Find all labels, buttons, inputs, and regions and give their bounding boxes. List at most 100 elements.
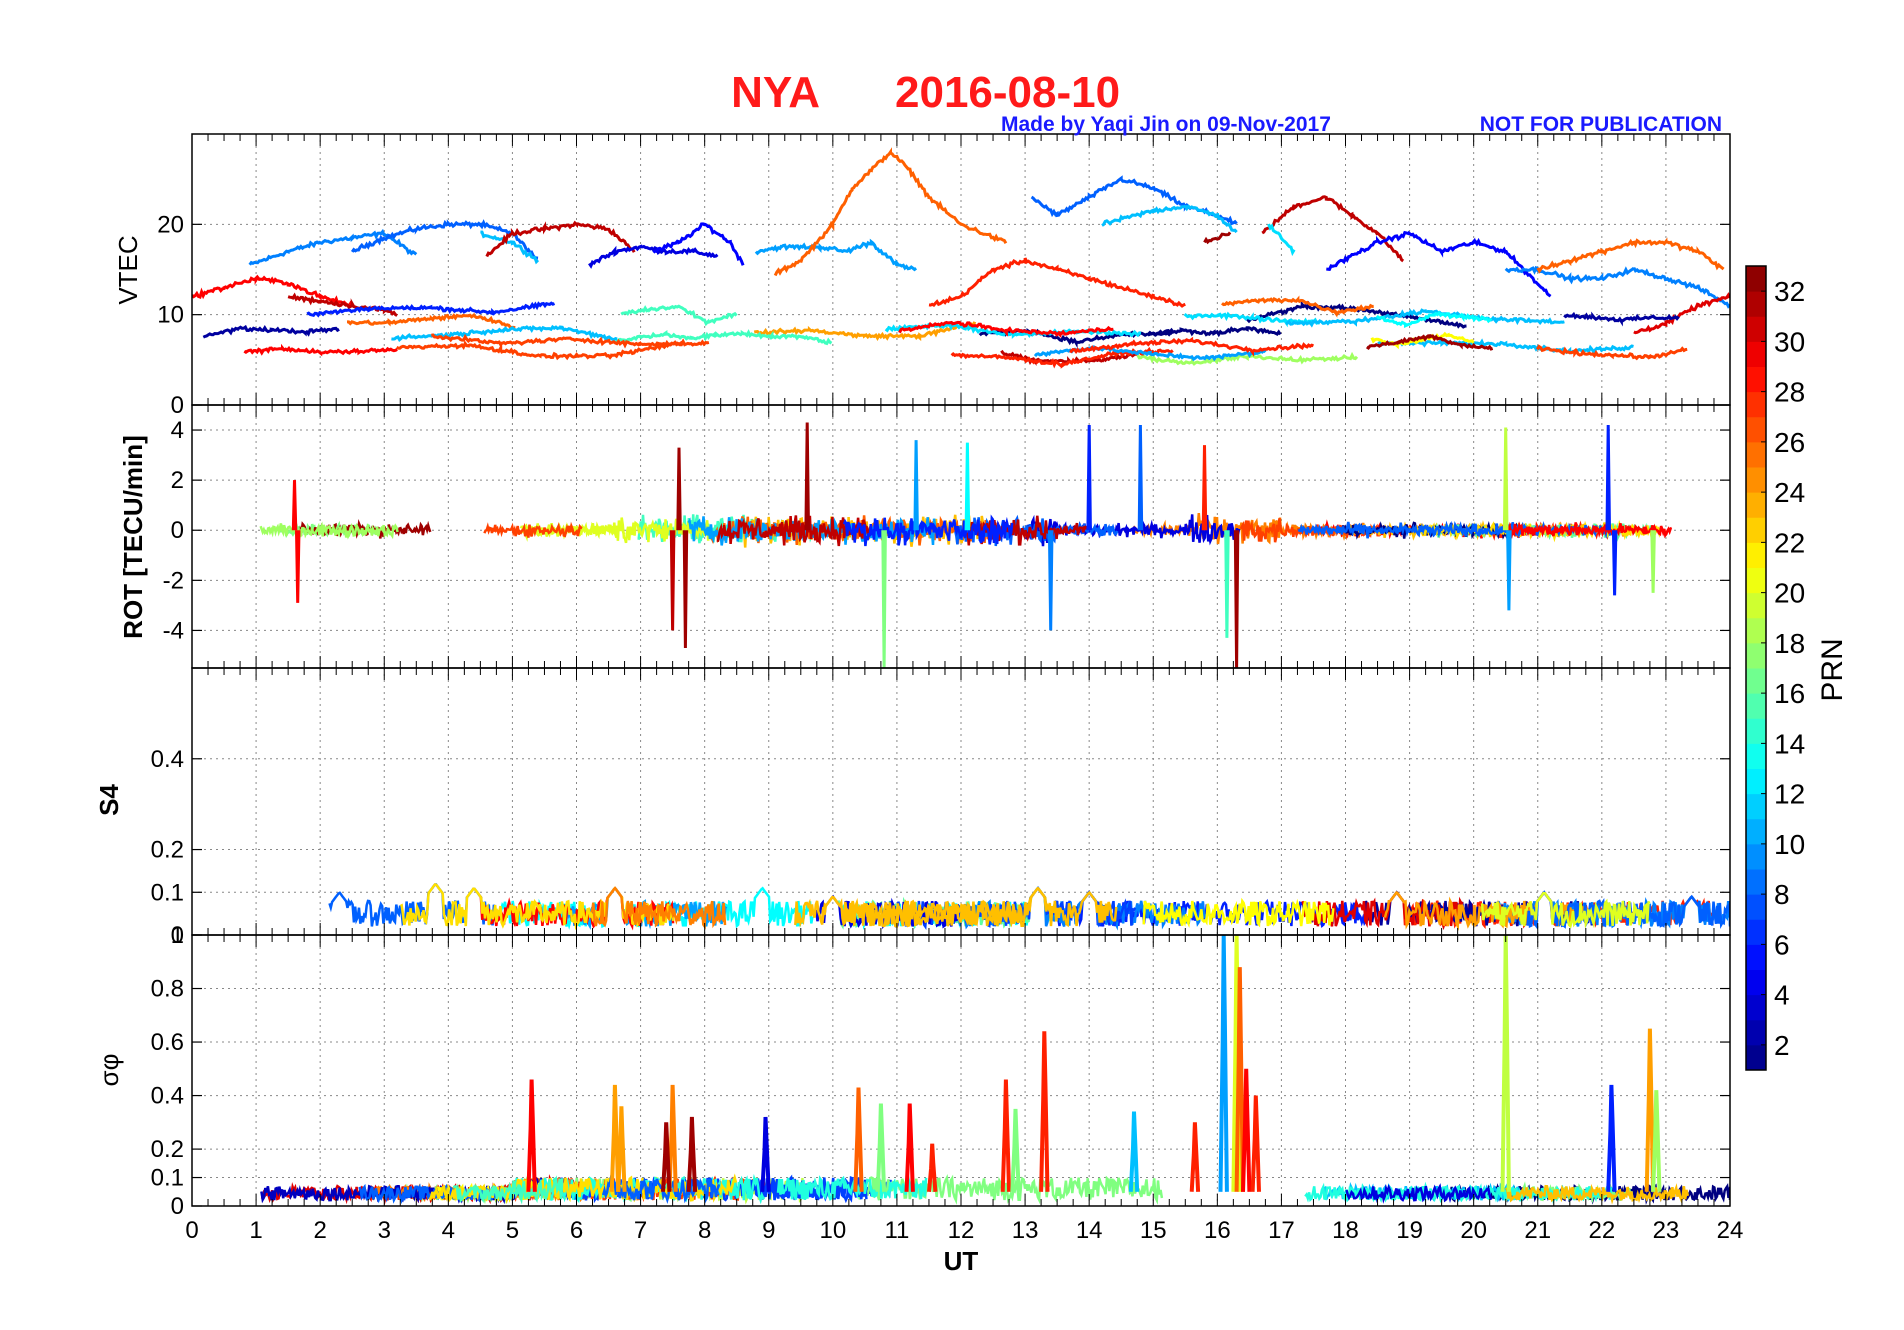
colorbar-tick-label: 14 <box>1774 728 1805 759</box>
title-station: NYA <box>731 68 820 117</box>
sigma-peak <box>1010 1108 1021 1192</box>
y-tick-label: 0 <box>171 392 184 419</box>
x-tick-label: 12 <box>948 1217 975 1244</box>
x-tick-label: 17 <box>1268 1217 1295 1244</box>
rot-spike <box>291 480 298 531</box>
vtec-series-line <box>1261 195 1405 263</box>
sigma-series-line <box>776 1173 928 1201</box>
y-tick-label: 0.1 <box>151 1165 184 1192</box>
y-tick-label: 0.1 <box>151 879 184 906</box>
colorbar-segment <box>1746 592 1766 619</box>
vtec-series-line <box>1101 204 1238 234</box>
vtec-series-line <box>1267 223 1296 257</box>
colorbar-tick-label: 26 <box>1774 427 1805 458</box>
s4-series-line <box>1526 890 1730 930</box>
sigma-peak <box>667 1084 678 1192</box>
sigma-peak <box>1000 1079 1012 1192</box>
sigma-peak <box>1250 1095 1261 1192</box>
colorbar-segment <box>1746 567 1766 594</box>
vtec-low-track <box>202 324 340 339</box>
vtec-series-line <box>928 257 1186 308</box>
vtec-series-line <box>480 230 540 265</box>
vtec-series-line <box>588 244 719 269</box>
vtec-low-track <box>1069 336 1315 357</box>
vtec-series-line <box>1633 292 1730 335</box>
y-tick-label: 4 <box>171 417 184 444</box>
x-tick-label: 24 <box>1717 1217 1744 1244</box>
sigma-peak <box>609 1084 621 1192</box>
vtec-low-track <box>243 343 398 357</box>
panel-frame <box>191 133 1731 406</box>
colorbar-segment <box>1746 441 1766 468</box>
vtec-series-line <box>1504 265 1730 309</box>
x-axis-title: UT <box>944 1246 979 1276</box>
vtec-series-line <box>1326 230 1552 298</box>
colorbar-segment <box>1746 316 1766 342</box>
sigma-peak <box>686 1116 698 1192</box>
s4-series-line <box>1480 891 1651 929</box>
sigma-series-line <box>1504 1183 1690 1205</box>
x-tick-label: 0 <box>185 1217 198 1244</box>
y-tick-label: -4 <box>163 617 184 644</box>
rot-spike <box>1201 445 1208 531</box>
colorbar-segment <box>1746 668 1766 694</box>
panel-grid <box>192 935 1730 1206</box>
colorbar-segment <box>1746 793 1766 820</box>
sigma-peak <box>853 1087 864 1192</box>
x-tick-label: 16 <box>1204 1217 1231 1244</box>
vtec-axis-title: VTEC <box>113 235 143 304</box>
y-tick-label: 1 <box>171 922 184 949</box>
rot-series-line <box>1506 521 1673 541</box>
rot-series-line <box>1297 520 1613 540</box>
vtec-low-track <box>391 324 618 342</box>
x-tick-label: 3 <box>378 1217 391 1244</box>
rot-spike <box>1506 530 1512 611</box>
rot-spike <box>669 530 676 631</box>
colorbar-tick-label: 10 <box>1774 829 1805 860</box>
x-tick-label: 5 <box>506 1217 519 1244</box>
colorbar-tick-label: 18 <box>1774 628 1805 659</box>
y-tick-label: 0 <box>171 1193 184 1220</box>
x-tick-label: 20 <box>1460 1217 1487 1244</box>
colorbar-tick-label: 4 <box>1774 980 1790 1011</box>
rot-spike <box>1605 424 1611 531</box>
y-tick-label: 0.4 <box>151 746 184 773</box>
vtec-low-track <box>306 301 556 318</box>
colorbar-segment <box>1746 492 1766 518</box>
vtec-low-track <box>395 340 684 361</box>
colorbar-segment <box>1746 642 1766 669</box>
vtec-low-track <box>1136 351 1359 366</box>
colorbar-segment <box>1746 542 1766 568</box>
panel-grid <box>192 134 1730 405</box>
vtec-series-line <box>1030 175 1238 226</box>
x-tick-label: 23 <box>1653 1217 1680 1244</box>
y-tick-label: 0.2 <box>151 1136 184 1163</box>
x-tick-label: 22 <box>1588 1217 1615 1244</box>
vtec-series-group <box>192 147 1730 369</box>
rot-series-line <box>716 515 873 547</box>
colorbar-tick-label: 28 <box>1774 377 1805 408</box>
rot-spike <box>676 447 682 531</box>
sigma-peak <box>875 1103 887 1192</box>
vtec-low-track <box>431 333 710 350</box>
y-tick-label: 10 <box>157 302 184 329</box>
x-tick-label: 9 <box>762 1217 775 1244</box>
vtec-low-track <box>1221 295 1374 318</box>
sigma-peak <box>1500 935 1511 1192</box>
s4-series-group <box>328 882 1730 931</box>
colorbar-segment <box>1746 869 1766 895</box>
panel-grid <box>192 668 1730 935</box>
x-tick-label: 19 <box>1396 1217 1423 1244</box>
colorbar-segment <box>1746 266 1766 292</box>
colorbar-tick-label: 8 <box>1774 879 1790 910</box>
sigma-peak <box>661 1122 672 1192</box>
sigma-peak <box>1189 1122 1201 1192</box>
colorbar-segment <box>1746 416 1766 443</box>
vtec-series-line <box>1536 237 1725 274</box>
rot-spike <box>1611 530 1618 596</box>
sigma-series-group <box>260 935 1730 1206</box>
rot-spike <box>1086 424 1092 531</box>
colorbar-segment <box>1746 919 1766 945</box>
sigma-axis-title: σφ <box>94 1054 124 1087</box>
